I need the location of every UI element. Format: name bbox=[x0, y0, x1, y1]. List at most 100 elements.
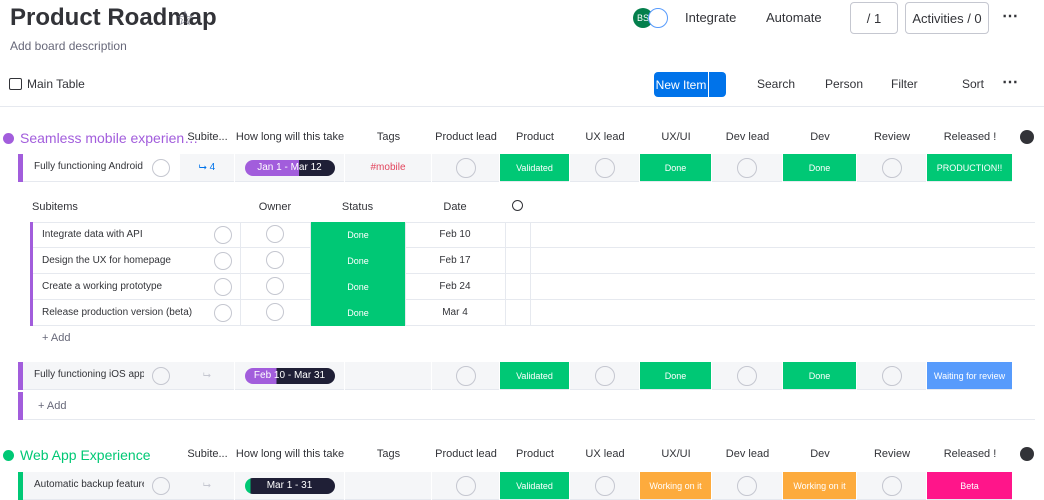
new-item-dropdown[interactable] bbox=[709, 72, 726, 97]
owner-icon[interactable] bbox=[266, 251, 284, 269]
cell-divider bbox=[505, 274, 506, 300]
subitem-status[interactable]: Done bbox=[311, 222, 405, 248]
cell-divider bbox=[310, 248, 311, 274]
cell bbox=[712, 472, 782, 500]
subitem-status[interactable]: Done bbox=[311, 300, 405, 326]
item-name[interactable]: Fully functioning iOS app bbox=[34, 369, 144, 380]
person-icon[interactable] bbox=[594, 157, 615, 178]
filter-button[interactable]: Filter bbox=[891, 77, 918, 91]
subitem-name[interactable]: Design the UX for homepage bbox=[42, 255, 171, 266]
subitem-column-header: Subitems bbox=[32, 201, 78, 213]
sort-button[interactable]: Sort bbox=[962, 77, 985, 91]
subitem-name[interactable]: Integrate data with API bbox=[42, 229, 143, 240]
cell bbox=[857, 362, 926, 390]
comment-icon[interactable] bbox=[152, 477, 170, 495]
subitem-date[interactable]: Feb 24 bbox=[439, 281, 471, 292]
owner-icon[interactable] bbox=[266, 225, 284, 243]
person-icon[interactable] bbox=[737, 157, 757, 178]
subitem-row bbox=[33, 248, 1035, 274]
board-description[interactable]: Add board description bbox=[10, 39, 127, 53]
new-item-button[interactable]: New Item bbox=[654, 72, 708, 97]
comment-icon[interactable] bbox=[214, 304, 232, 322]
column-header: Dev bbox=[810, 448, 830, 460]
timeline-pill[interactable]: Feb 10 - Mar 31 bbox=[244, 367, 335, 384]
add-column[interactable] bbox=[1020, 447, 1034, 461]
column-header: Dev lead bbox=[725, 448, 770, 460]
subitem-date[interactable]: Feb 10 bbox=[439, 229, 471, 240]
owner-icon[interactable] bbox=[266, 303, 284, 321]
cell-divider bbox=[240, 248, 241, 274]
toolbar-more[interactable]: ⋯ bbox=[1002, 74, 1018, 91]
person-icon[interactable] bbox=[737, 365, 757, 386]
add-item[interactable]: + Add bbox=[38, 400, 67, 412]
view-tab[interactable]: Main Table bbox=[27, 77, 85, 91]
subitem-name[interactable]: Release production version (beta) bbox=[42, 307, 193, 318]
person-icon[interactable] bbox=[455, 157, 476, 178]
add-subitem-column[interactable] bbox=[512, 200, 523, 211]
cell-divider bbox=[240, 222, 241, 248]
cell bbox=[432, 472, 499, 500]
person-icon[interactable] bbox=[881, 157, 902, 178]
person-icon[interactable] bbox=[737, 475, 757, 496]
status-cell: Beta bbox=[927, 472, 1012, 500]
comment-icon[interactable] bbox=[214, 278, 232, 296]
person-icon[interactable] bbox=[881, 365, 902, 386]
person-button[interactable]: Person bbox=[825, 77, 864, 91]
cell bbox=[432, 362, 499, 390]
subitem-count[interactable]: ⮡ 4 bbox=[198, 162, 216, 173]
cell-divider bbox=[405, 248, 406, 274]
group-name[interactable]: Web App Experience bbox=[20, 447, 151, 463]
board-title: Product Roadmap bbox=[10, 4, 217, 31]
cell bbox=[857, 154, 926, 182]
column-header: Dev bbox=[810, 131, 830, 143]
cell-divider bbox=[310, 300, 311, 326]
subitem-icon[interactable]: ⮡ bbox=[203, 370, 211, 381]
members-button[interactable]: / 1 bbox=[850, 2, 898, 34]
column-header: Tags bbox=[376, 131, 401, 143]
cell bbox=[570, 472, 639, 500]
search-button[interactable]: Search bbox=[757, 77, 796, 91]
person-icon[interactable] bbox=[594, 365, 615, 386]
subitem-date[interactable]: Mar 4 bbox=[442, 307, 468, 318]
comment-icon[interactable] bbox=[214, 252, 232, 270]
add-column[interactable] bbox=[1020, 130, 1034, 144]
activities-button[interactable]: Activities / 0 bbox=[905, 2, 989, 34]
status-cell: PRODUCTION!! bbox=[927, 154, 1012, 182]
group-toggle[interactable] bbox=[3, 133, 14, 144]
group-toggle[interactable] bbox=[3, 450, 14, 461]
group-name[interactable]: Seamless mobile experien… bbox=[20, 130, 199, 146]
column-header: UX lead bbox=[585, 448, 625, 460]
integrate-button[interactable]: Integrate bbox=[685, 10, 737, 25]
cell: ⮡ 4 bbox=[180, 154, 234, 182]
person-icon[interactable] bbox=[455, 365, 476, 386]
comment-icon[interactable] bbox=[214, 226, 232, 244]
timeline-pill[interactable]: Mar 1 - 31 bbox=[244, 477, 335, 494]
add-subitem[interactable]: + Add bbox=[42, 332, 71, 344]
item-bar bbox=[18, 362, 23, 390]
owner-icon[interactable] bbox=[266, 277, 284, 295]
subitem-icon[interactable]: ⮡ bbox=[203, 480, 211, 491]
person-icon[interactable] bbox=[455, 475, 476, 496]
status-cell: Done bbox=[640, 362, 711, 390]
subitem-date[interactable]: Feb 17 bbox=[439, 255, 471, 266]
person-icon[interactable] bbox=[594, 475, 615, 496]
person-icon[interactable] bbox=[881, 475, 902, 496]
comment-icon[interactable] bbox=[152, 159, 170, 177]
subitem-status[interactable]: Done bbox=[311, 248, 405, 274]
cell bbox=[570, 154, 639, 182]
subitem-status[interactable]: Done bbox=[311, 274, 405, 300]
subitem-name[interactable]: Create a working prototype bbox=[42, 281, 163, 292]
comment-icon[interactable] bbox=[152, 367, 170, 385]
tag[interactable]: #mobile bbox=[370, 162, 406, 173]
item-name[interactable]: Fully functioning Android ... bbox=[34, 161, 144, 172]
star-icon[interactable]: ☆ bbox=[176, 8, 194, 30]
timeline-pill[interactable]: Jan 1 - Mar 12 bbox=[244, 159, 335, 176]
add-bar bbox=[18, 392, 23, 420]
column-header: Product lead bbox=[435, 448, 497, 460]
automate-button[interactable]: Automate bbox=[766, 10, 822, 25]
subitem-bar bbox=[30, 248, 33, 274]
cell: Feb 10 - Mar 31 bbox=[235, 362, 344, 390]
more-menu[interactable]: ⋯ bbox=[1002, 8, 1018, 25]
item-name[interactable]: Automatic backup feature bbox=[34, 479, 144, 490]
cell bbox=[857, 472, 926, 500]
